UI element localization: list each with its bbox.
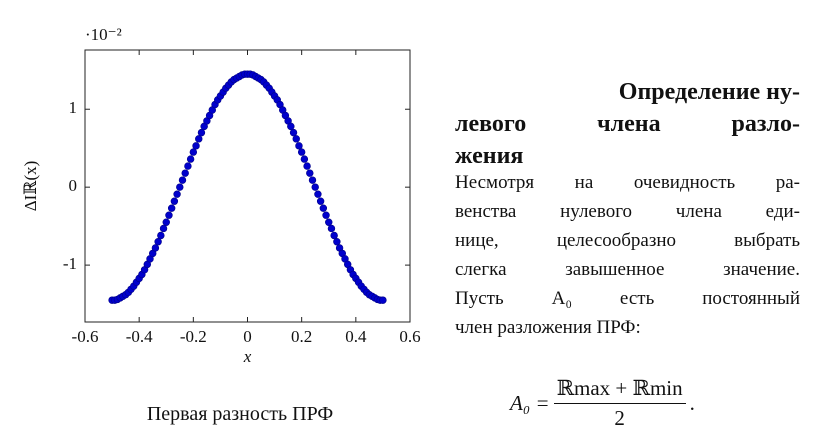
- axis-multiplier: ·10⁻²: [85, 25, 122, 44]
- x-tick-label: -0.6: [72, 327, 99, 346]
- heading-line: Определение ну-: [618, 79, 800, 105]
- x-tick-label: 0.4: [345, 327, 367, 346]
- paragraph-line: слегка завышенное значение.: [455, 259, 800, 280]
- data-point: [154, 238, 162, 246]
- data-point: [316, 197, 325, 205]
- data-point: [325, 218, 333, 226]
- y-tick-label: -1: [63, 254, 77, 273]
- plot-frame: [84, 49, 411, 323]
- data-point: [173, 190, 181, 198]
- data-point: [327, 224, 336, 233]
- data-point: [184, 162, 192, 170]
- data-point: [170, 197, 179, 205]
- numerator: ℝmax + ℝmin: [553, 376, 686, 404]
- data-point: [287, 122, 295, 131]
- data-point: [297, 148, 306, 156]
- data-point: [319, 204, 328, 212]
- data-point: [292, 135, 300, 143]
- chart: -1 0 1 -0.6 -0.4 -0.2 0 0.2 0.4 0.6 ·10⁻² x ΔIℝ(x): [21, 25, 421, 366]
- data-point: [308, 176, 317, 184]
- x-tick-label: 0: [243, 327, 252, 346]
- paragraph-line: венства нулевого члена еди-: [455, 201, 800, 222]
- data-point: [162, 218, 170, 226]
- fraction: ℝmax + ℝmin 2: [553, 376, 686, 431]
- data-point: [295, 142, 303, 150]
- paragraph-line: нице, целесообразно выбрать: [455, 230, 800, 251]
- x-tick-label: -0.2: [180, 327, 207, 346]
- denominator: 2: [614, 406, 625, 430]
- paragraph: Несмотря на очевидность ра- венства нуле…: [455, 168, 800, 342]
- data-point: [159, 224, 168, 233]
- data-point: [379, 296, 387, 304]
- data-point: [176, 183, 184, 191]
- data-point: [322, 211, 330, 219]
- heading-line: жения: [455, 143, 524, 169]
- formula: A₀ = ℝmax + ℝmin 2 .: [510, 376, 695, 431]
- formula-end: .: [689, 391, 695, 415]
- data-point: [192, 142, 200, 150]
- y-tick-label: 0: [69, 176, 78, 195]
- data-point: [186, 155, 195, 163]
- x-axis-label: x: [243, 347, 252, 366]
- data-point: [330, 231, 338, 240]
- data-point: [300, 155, 309, 163]
- data-point: [151, 244, 160, 252]
- data-point: [197, 128, 206, 137]
- x-tick-label: 0.6: [399, 327, 420, 346]
- y-axis-label: ΔIℝ(x): [21, 161, 40, 212]
- data-point: [178, 176, 187, 184]
- section-heading: Определение ну- левого члена разло- жени…: [455, 76, 800, 172]
- data-point: [195, 135, 203, 143]
- data-point: [311, 183, 319, 191]
- x-tick-label: -0.4: [126, 327, 153, 346]
- data-point: [157, 231, 165, 240]
- data-point: [333, 238, 341, 246]
- data-point: [303, 162, 311, 170]
- paragraph-line: Пусть A₀ есть постоянный: [455, 288, 800, 309]
- data-point: [189, 148, 198, 156]
- data-point: [181, 169, 189, 177]
- data-point: [167, 204, 176, 212]
- figure-caption: Первая разность ПРФ: [146, 403, 334, 425]
- formula-lhs: A₀ =: [510, 391, 550, 415]
- heading-line: левого члена разло-: [455, 111, 800, 137]
- data-point: [314, 190, 322, 198]
- data-point: [306, 169, 314, 177]
- paragraph-line: Несмотря на очевидность ра-: [455, 172, 800, 193]
- data-point: [289, 128, 298, 137]
- paragraph-line: член разложения ПРФ:: [455, 317, 641, 338]
- data-point: [165, 211, 173, 219]
- x-tick-label: 0.2: [291, 327, 312, 346]
- y-tick-label: 1: [69, 98, 78, 117]
